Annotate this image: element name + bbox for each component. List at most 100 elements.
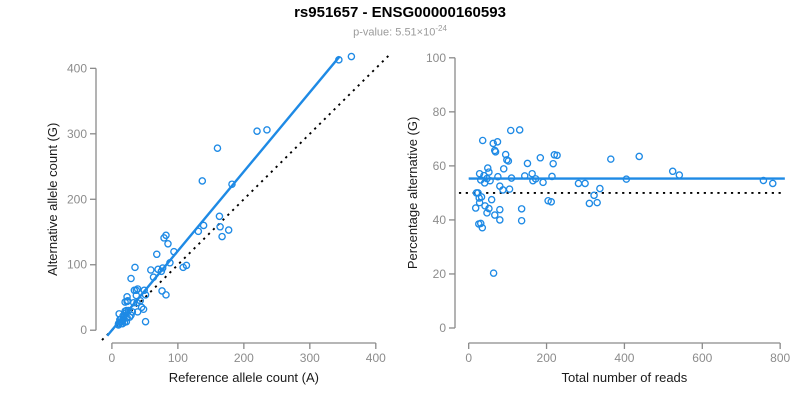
data-point (481, 202, 489, 210)
data-point (147, 266, 155, 274)
y-tick-label: 20 (433, 267, 447, 281)
y-tick-label: 300 (67, 127, 87, 141)
data-point (487, 195, 496, 204)
x-axis: 0 200 400 600 800 (465, 342, 790, 365)
data-point (131, 263, 139, 272)
data-point (124, 306, 133, 315)
x-tick-label: 300 (300, 351, 320, 365)
x-tick-label: 600 (692, 351, 712, 365)
data-point (152, 250, 161, 259)
y-tick-label: 200 (67, 192, 87, 206)
data-point (490, 211, 499, 219)
x-tick-label: 100 (168, 351, 188, 365)
data-point (215, 212, 224, 221)
data-point (517, 216, 526, 225)
data-point (494, 172, 502, 181)
identity-line (101, 53, 391, 341)
data-point (593, 198, 601, 207)
data-point (170, 247, 178, 256)
x-tick-label: 800 (770, 351, 790, 365)
data-point (478, 136, 487, 145)
data-point (528, 169, 536, 178)
data-point (675, 171, 684, 179)
data-point (506, 126, 515, 135)
x-axis: 0 100 200 300 400 (109, 342, 386, 365)
data-point (149, 273, 158, 281)
data-point (194, 227, 203, 236)
data-point (503, 156, 511, 164)
regression-line (106, 55, 341, 337)
data-point (483, 164, 492, 172)
data-point (493, 138, 502, 146)
data-point (475, 194, 483, 202)
data-point (478, 223, 487, 232)
y-axis: 0 100 200 300 400 (67, 61, 97, 337)
y-tick-label: 100 (426, 51, 446, 65)
data-point (182, 261, 191, 270)
data-point (486, 176, 494, 185)
data-point (216, 222, 224, 231)
y-tick-label: 400 (67, 61, 87, 75)
right-scatter-plot: 0 20 40 60 80 100 0 200 400 600 800 Total number of… (405, 51, 790, 385)
data-point (504, 157, 513, 165)
data-point (123, 293, 131, 301)
data-point (523, 159, 532, 168)
data-point (141, 317, 150, 326)
data-point (133, 308, 142, 316)
data-point (759, 176, 768, 185)
y-axis-title: Alternative allele count (G) (45, 123, 60, 276)
data-point (553, 151, 561, 160)
data-point (157, 267, 166, 276)
data-point (253, 127, 261, 135)
figure-title: rs951657 - ENSG00000160593 (294, 4, 506, 21)
data-point (263, 126, 271, 134)
data-point (529, 176, 537, 185)
data-point (515, 126, 524, 134)
data-point (483, 209, 491, 217)
data-point (548, 172, 556, 181)
data-point (489, 269, 498, 277)
y-tick-label: 0 (80, 323, 87, 337)
data-point (489, 139, 497, 148)
data-point (549, 159, 557, 168)
data-point (547, 198, 555, 206)
data-point (347, 52, 356, 61)
y-tick-label: 0 (439, 321, 446, 335)
data-points (114, 52, 356, 329)
x-tick-label: 200 (537, 351, 557, 365)
data-points (471, 126, 777, 277)
data-point (476, 219, 485, 228)
pvalue-subtitle: p-value: 5.51×10-24 (0, 24, 800, 39)
data-point (127, 274, 135, 283)
data-point (162, 231, 170, 240)
data-point (768, 179, 777, 188)
data-point (139, 305, 148, 314)
data-point (668, 167, 677, 176)
data-point (158, 287, 166, 295)
data-point (137, 303, 146, 312)
data-point (622, 175, 631, 183)
y-tick-label: 80 (433, 105, 447, 119)
data-point (590, 191, 598, 200)
data-point (132, 291, 141, 300)
data-point (218, 232, 226, 241)
data-point (581, 179, 589, 188)
data-point (132, 286, 141, 295)
data-point (596, 184, 604, 193)
y-tick-label: 60 (433, 159, 447, 173)
x-tick-label: 200 (234, 351, 254, 365)
data-point (520, 172, 529, 180)
data-point (335, 56, 343, 64)
data-point (635, 152, 643, 161)
x-tick-label: 0 (109, 351, 116, 365)
y-axis-title: Percentage alternative (G) (405, 117, 420, 269)
y-tick-label: 100 (67, 258, 87, 272)
data-point (164, 240, 172, 248)
data-point (199, 221, 208, 230)
data-point (507, 174, 516, 182)
data-point (166, 259, 174, 267)
x-tick-label: 400 (614, 351, 634, 365)
data-point (574, 179, 583, 188)
